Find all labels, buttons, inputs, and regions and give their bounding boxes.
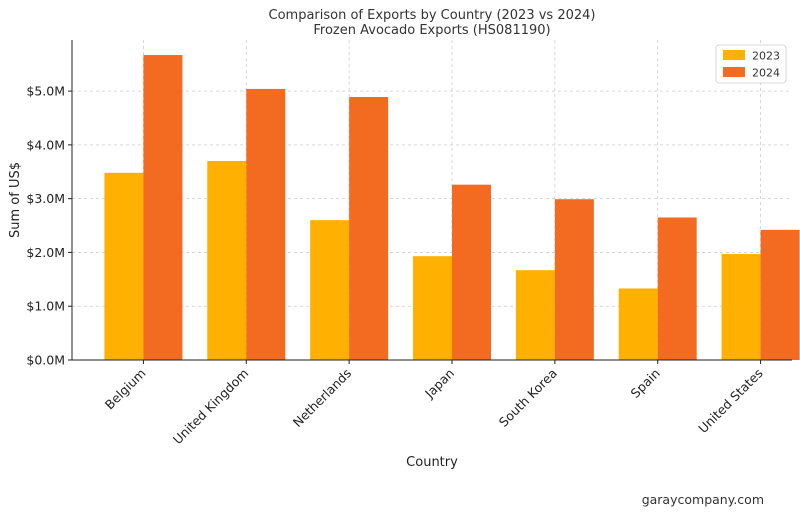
bar-2024-netherlands <box>349 97 389 361</box>
y-axis-label: Sum of US$ <box>8 162 23 238</box>
x-tick-label: United States <box>695 366 765 436</box>
x-tick-label: Netherlands <box>290 366 354 430</box>
legend-label-2024: 2024 <box>752 67 780 80</box>
bar-2023-south-korea <box>515 270 555 360</box>
bar-2023-netherlands <box>310 220 350 360</box>
legend: 2023 2024 <box>715 44 787 84</box>
bar-2024-united-states <box>760 229 800 360</box>
y-tick-label: $3.0M <box>26 191 65 206</box>
x-tick-label: Japan <box>421 366 457 402</box>
y-tick-label: $4.0M <box>26 137 65 152</box>
y-ticks: $0.0M $1.0M $2.0M $3.0M $4.0M $5.0M <box>26 84 72 368</box>
bar-2024-japan <box>452 184 491 360</box>
watermark-text: garaycompany.com <box>642 492 764 507</box>
bar-2023-spain <box>618 288 658 360</box>
bar-2023-belgium <box>104 172 144 360</box>
x-tick-label: Belgium <box>102 366 149 413</box>
bar-2024-united-kingdom <box>246 88 286 361</box>
legend-swatch-2024 <box>723 67 745 77</box>
bar-2024-spain <box>657 217 697 360</box>
bar-2024-belgium <box>143 55 183 360</box>
chart-title: Comparison of Exports by Country (2023 v… <box>269 8 596 23</box>
x-tick-label: United Kingdom <box>170 366 252 448</box>
y-tick-label: $5.0M <box>26 84 65 99</box>
bar-2023-japan <box>413 256 452 360</box>
legend-swatch-2023 <box>723 50 745 60</box>
bar-2023-united-kingdom <box>207 161 247 360</box>
bar-2024-south-korea <box>554 199 594 360</box>
x-ticks: Belgium United Kingdom Netherlands Japan Sou… <box>102 360 766 447</box>
x-tick-label: South Korea <box>496 366 560 430</box>
bars <box>104 55 800 361</box>
x-tick-label: Spain <box>628 366 663 401</box>
x-axis-label: Country <box>406 455 458 470</box>
y-tick-label: $1.0M <box>26 299 65 314</box>
y-tick-label: $2.0M <box>26 245 65 260</box>
chart-subtitle: Frozen Avocado Exports (HS081190) <box>313 23 550 38</box>
bar-2023-united-states <box>721 254 761 360</box>
legend-label-2023: 2023 <box>752 50 780 63</box>
y-tick-label: $0.0M <box>26 353 65 368</box>
